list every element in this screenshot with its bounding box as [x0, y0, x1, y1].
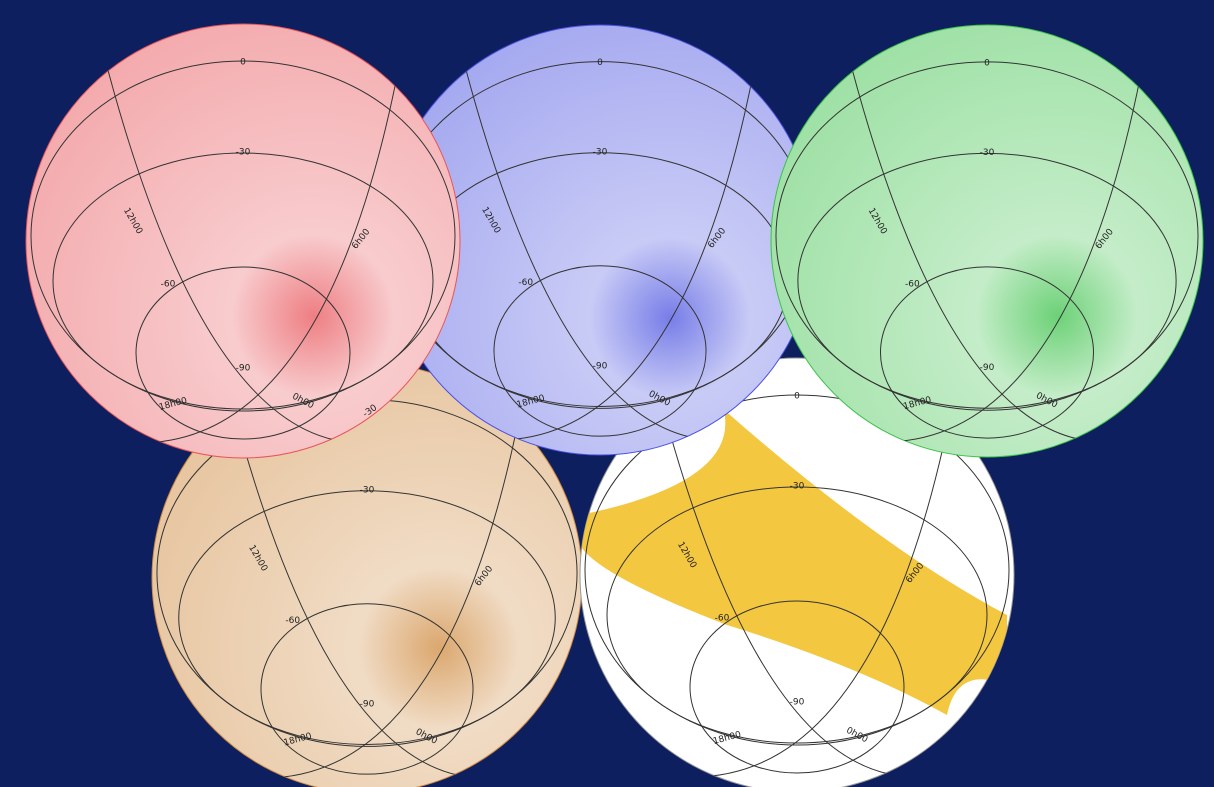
grid-label: 0	[240, 58, 246, 68]
declination-line	[260, 603, 474, 775]
meridian-line	[666, 358, 963, 778]
declination-line	[606, 486, 988, 744]
globe-fill	[770, 24, 1204, 458]
grid-label: -30	[593, 147, 608, 157]
grid-label: -90	[236, 364, 251, 374]
grid-label: -60	[905, 279, 920, 289]
declination-line	[879, 266, 1095, 439]
declination-line	[689, 600, 905, 774]
grid-label: -30	[980, 148, 995, 158]
grid-label: 0	[984, 58, 990, 68]
grid-label: 0	[794, 392, 800, 402]
declination-line	[178, 490, 556, 745]
declination-line	[493, 265, 707, 437]
grid-label: -90	[593, 361, 608, 371]
declination-line	[775, 61, 1199, 411]
grid-label: -30	[360, 485, 375, 495]
meridian-line	[471, 25, 764, 441]
grid-label: -60	[715, 614, 730, 624]
globe-grid	[580, 358, 1010, 778]
grid-label: -60	[518, 278, 533, 288]
grid-label: 0	[597, 58, 603, 68]
grid-label: -90	[980, 363, 995, 373]
grid-label: -60	[285, 616, 300, 626]
declination-line	[135, 266, 351, 440]
grid-label: -90	[360, 699, 375, 709]
meridian-line	[238, 363, 531, 779]
declination-line	[797, 152, 1177, 409]
declination-line	[30, 60, 456, 412]
declination-line	[584, 394, 1010, 746]
declination-line	[52, 152, 434, 410]
globe-grid	[775, 25, 1199, 443]
grid-label: -90	[790, 698, 805, 708]
meridian-line	[112, 24, 409, 444]
grid-label: -30	[236, 148, 251, 158]
globe-fill	[25, 23, 461, 459]
meridian-line	[857, 25, 1152, 443]
grid-label: -30	[790, 482, 805, 492]
grid-label: -60	[161, 280, 176, 290]
coverage-band	[580, 358, 1007, 715]
